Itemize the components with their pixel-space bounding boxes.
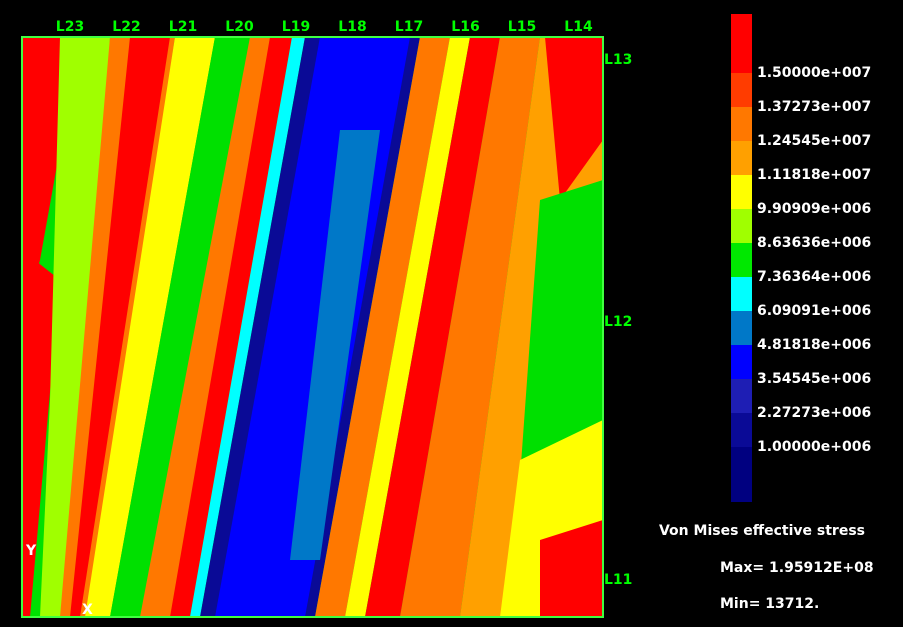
legend-band [731,209,752,243]
legend-band [731,141,752,175]
legend-band [731,379,752,413]
top-label: L14 [564,19,593,35]
legend-band [731,447,752,502]
legend-label: 8.63636e+006 [757,235,871,251]
legend-label: 7.36364e+006 [757,269,871,285]
top-label: L15 [508,19,536,35]
legend-band [731,345,752,379]
top-label: L16 [451,19,479,35]
side-label: L13 [604,52,632,68]
legend-label: 1.37273e+007 [757,99,871,115]
legend-label: 1.11818e+007 [757,167,871,183]
legend-label: 1.24545e+007 [757,133,871,149]
min-value: Min= 13712. [720,596,819,612]
legend-band [731,175,752,209]
max-value: Max= 1.95912E+08 [720,560,874,576]
top-label: L22 [112,19,140,35]
top-label: L23 [56,19,84,35]
side-label: L12 [604,314,632,330]
legend-label: 1.50000e+007 [757,65,871,81]
top-labels: L23 L22 L21 L20 L19 L18 L17 L16 L15 L14 [56,19,593,35]
side-labels: L13 L12 L11 [604,52,632,588]
axis-x-label: X [82,602,93,618]
top-label: L19 [282,19,310,35]
legend-band [731,413,752,447]
legend-band [731,73,752,107]
legend-label: 6.09091e+006 [757,303,871,319]
legend-label: 1.00000e+006 [757,439,871,455]
legend-title: Von Mises effective stress [659,523,865,539]
legend: 1.50000e+007 1.37273e+007 1.24545e+007 1.11… [731,14,871,502]
legend-band [731,14,752,73]
legend-label: 2.27273e+006 [757,405,871,421]
legend-label: 3.54545e+006 [757,371,871,387]
top-label: L18 [338,19,366,35]
axis-y-label: Y [25,543,37,559]
legend-band [731,277,752,311]
legend-band [731,311,752,345]
top-label: L17 [395,19,423,35]
legend-label: 4.81818e+006 [757,337,871,353]
legend-label: 9.90909e+006 [757,201,871,217]
legend-band [731,107,752,141]
legend-band [731,243,752,277]
side-label: L11 [604,572,632,588]
top-label: L21 [169,19,197,35]
top-label: L20 [225,19,254,35]
contour-plot [21,36,604,618]
